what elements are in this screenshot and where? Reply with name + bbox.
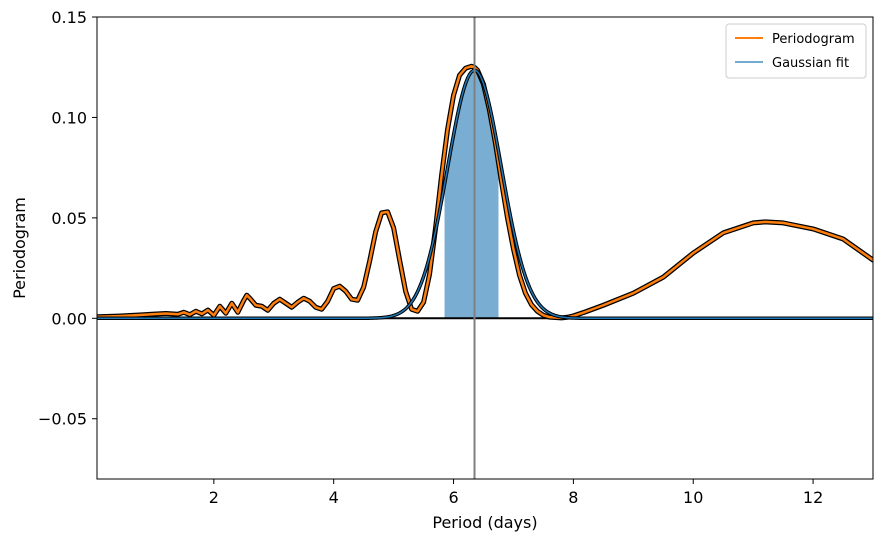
y-tick-label: 0.15: [51, 8, 87, 27]
legend-label-gaussian-fit: Gaussian fit: [772, 56, 849, 71]
y-tick-label: 0.10: [51, 108, 87, 127]
x-tick-label: 2: [209, 488, 219, 507]
y-tick-label: −0.05: [38, 410, 87, 429]
x-tick-label: 8: [568, 488, 578, 507]
x-tick-label: 4: [329, 488, 339, 507]
gaussian-fit-line: [97, 69, 873, 320]
y-tick-label: 0.00: [51, 309, 87, 328]
legend: Periodogram Gaussian fit: [725, 23, 867, 79]
plot-area: [97, 17, 873, 479]
x-tick-label: 10: [683, 488, 703, 507]
y-axis-label: Periodogram: [10, 197, 29, 299]
plot-marks: [97, 17, 873, 479]
axes: 2 4 6 8 10 12 −0.05 0.00 0.05 0.10 0.15: [38, 8, 874, 507]
shaded-region: [444, 70, 499, 319]
y-tick-label: 0.05: [51, 209, 87, 228]
legend-label-periodogram: Periodogram: [772, 32, 855, 47]
axes-frame: [96, 16, 874, 480]
x-tick-label: 12: [803, 488, 823, 507]
x-axis-label: Period (days): [432, 513, 537, 532]
x-tick-label: 6: [448, 488, 458, 507]
